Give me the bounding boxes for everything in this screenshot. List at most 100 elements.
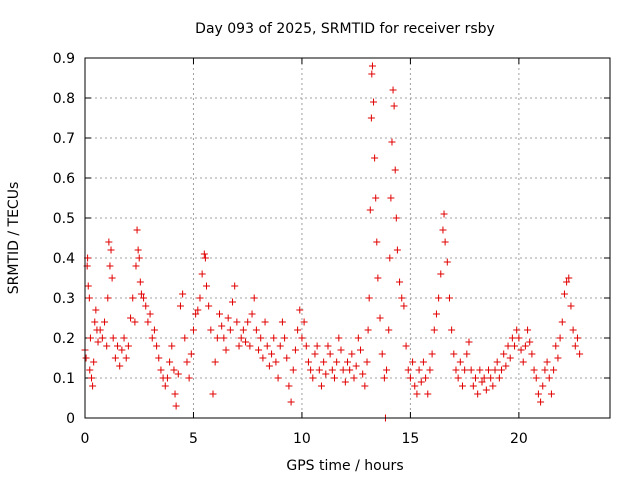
data-point <box>550 366 558 374</box>
data-point <box>441 238 449 246</box>
data-point <box>385 326 393 334</box>
data-point <box>101 318 109 326</box>
data-point <box>90 358 98 366</box>
data-point <box>86 366 94 374</box>
data-point <box>311 350 319 358</box>
data-point <box>339 366 347 374</box>
data-point <box>346 366 354 374</box>
data-point <box>361 382 369 390</box>
data-point <box>383 366 391 374</box>
x-tick-label: 10 <box>293 431 311 447</box>
data-point <box>296 306 304 314</box>
data-point <box>485 366 493 374</box>
data-point <box>367 114 375 122</box>
data-point <box>274 374 282 382</box>
data-point <box>495 374 503 382</box>
data-point <box>229 298 237 306</box>
x-tick-label: 20 <box>510 431 528 447</box>
data-point <box>537 398 545 406</box>
data-point <box>239 326 247 334</box>
data-point <box>133 226 141 234</box>
data-point <box>168 342 176 350</box>
data-point <box>373 238 381 246</box>
data-point <box>506 354 514 362</box>
data-point <box>317 382 325 390</box>
data-point <box>166 358 174 366</box>
data-point <box>176 302 184 310</box>
data-point <box>390 102 398 110</box>
data-point <box>417 378 425 386</box>
data-point <box>337 346 345 354</box>
data-point <box>569 326 577 334</box>
data-point <box>218 322 226 330</box>
y-tick-label: 0 <box>66 411 75 427</box>
data-point <box>543 358 551 366</box>
y-axis-title: SRMTID / TECUs <box>6 182 22 295</box>
data-point <box>524 326 532 334</box>
data-point <box>233 318 241 326</box>
data-point <box>396 278 404 286</box>
data-point <box>391 166 399 174</box>
data-point <box>242 338 250 346</box>
data-point <box>201 254 209 262</box>
data-point <box>283 354 291 362</box>
data-point <box>150 326 158 334</box>
data-point <box>463 350 471 358</box>
data-point <box>114 342 122 350</box>
data-point <box>422 374 430 382</box>
data-point <box>392 214 400 222</box>
data-point <box>469 382 477 390</box>
data-point <box>127 314 135 322</box>
data-point <box>226 326 234 334</box>
data-point <box>209 390 217 398</box>
data-point <box>508 334 516 342</box>
data-point <box>124 342 132 350</box>
data-point <box>458 382 466 390</box>
data-point <box>515 334 523 342</box>
data-point <box>547 390 555 398</box>
data-point <box>428 350 436 358</box>
data-point <box>194 306 202 314</box>
data-point <box>131 318 139 326</box>
data-point <box>539 382 547 390</box>
y-tick-label: 0.9 <box>53 51 75 67</box>
data-point <box>250 294 258 302</box>
data-point <box>517 346 525 354</box>
data-point <box>560 290 568 298</box>
data-point <box>576 350 584 358</box>
data-point <box>324 342 332 350</box>
x-tick-label: 5 <box>189 431 198 447</box>
data-point <box>263 342 271 350</box>
data-point <box>376 314 384 322</box>
data-point <box>109 334 117 342</box>
data-point <box>366 206 374 214</box>
data-point <box>387 194 395 202</box>
y-tick-label: 0.5 <box>53 211 75 227</box>
data-point <box>146 310 154 318</box>
data-point <box>298 334 306 342</box>
data-point <box>307 366 315 374</box>
data-point <box>328 366 336 374</box>
data-point <box>511 342 519 350</box>
data-point <box>476 366 484 374</box>
data-point <box>261 318 269 326</box>
data-point <box>170 366 178 374</box>
data-point <box>545 374 553 382</box>
data-point <box>116 362 124 370</box>
data-point <box>287 398 295 406</box>
data-point <box>315 366 323 374</box>
data-point <box>196 294 204 302</box>
data-point <box>111 354 119 362</box>
data-point <box>302 342 310 350</box>
y-tick-label: 0.2 <box>53 331 75 347</box>
data-point <box>409 358 417 366</box>
data-point <box>389 86 397 94</box>
data-point <box>558 318 566 326</box>
data-point <box>521 342 529 350</box>
data-point <box>257 334 265 342</box>
data-point <box>108 274 116 282</box>
data-point <box>252 326 260 334</box>
data-point <box>352 362 360 370</box>
data-point <box>285 382 293 390</box>
